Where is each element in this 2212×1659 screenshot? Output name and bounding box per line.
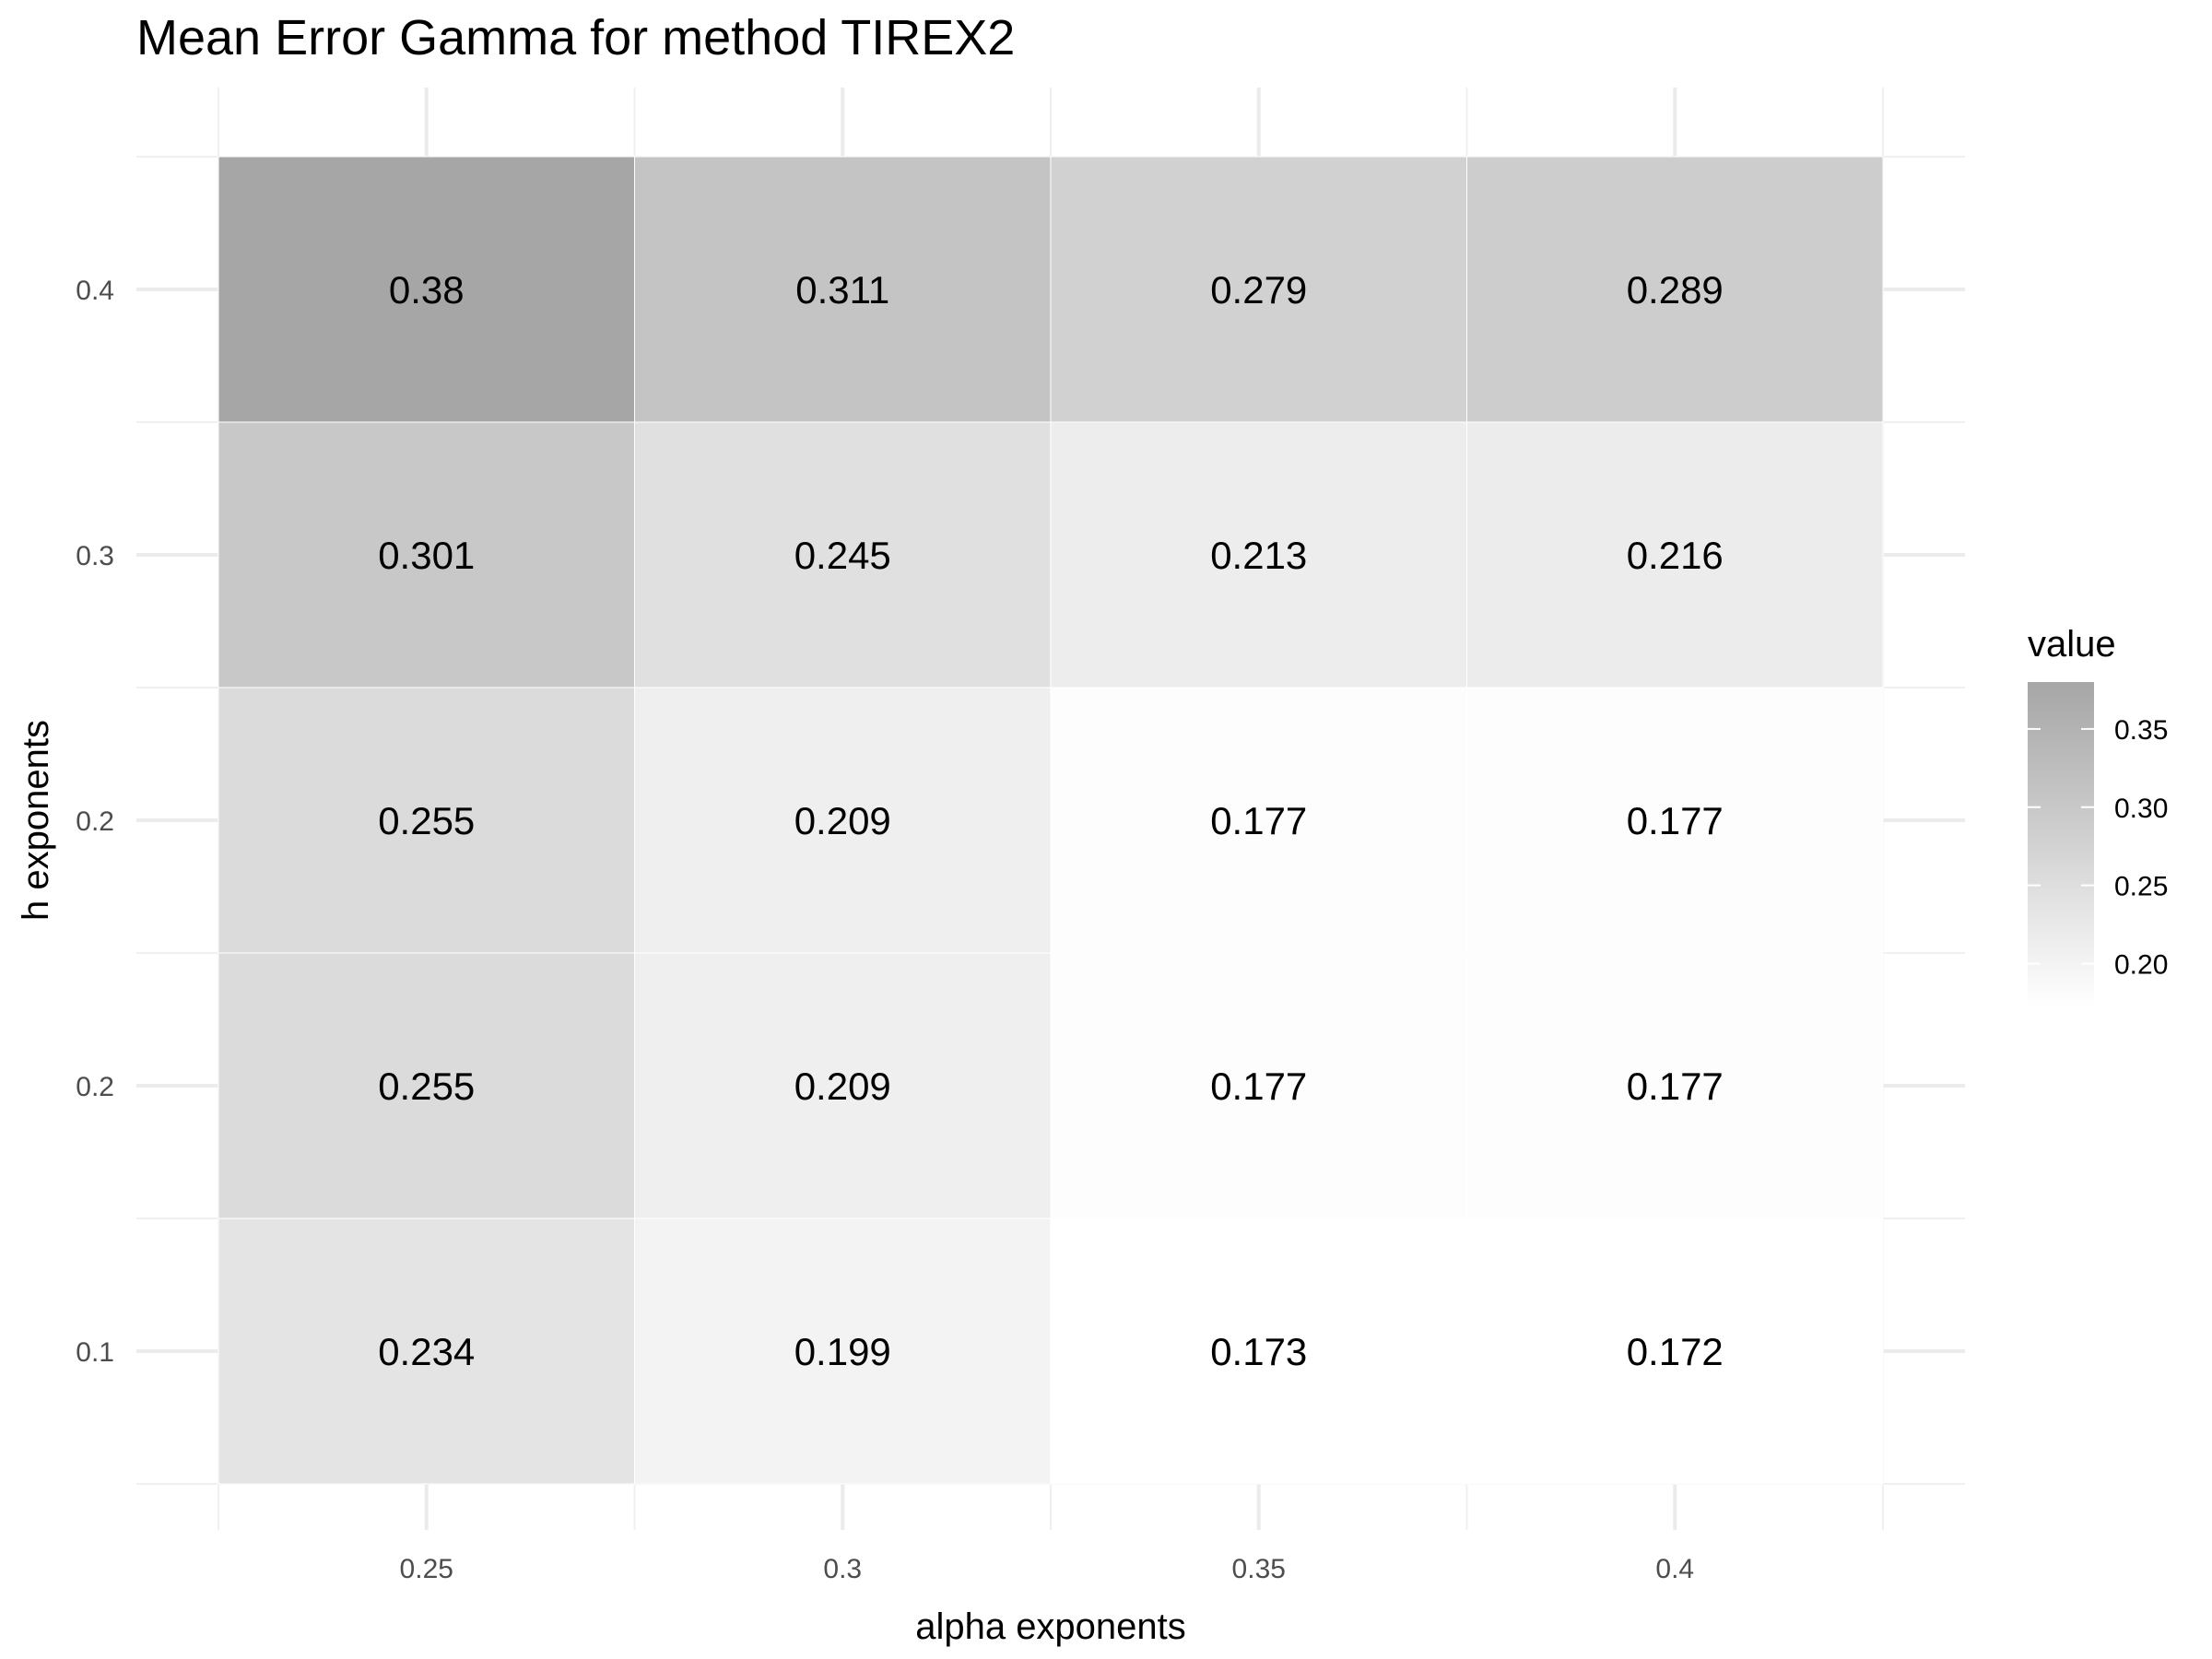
cell-value-label: 0.301 <box>378 534 475 577</box>
cell-value-label: 0.255 <box>378 799 475 842</box>
cell-value-label: 0.209 <box>794 799 891 842</box>
chart-title: Mean Error Gamma for method TIREX2 <box>136 10 1016 65</box>
heatmap-cell <box>218 952 635 1219</box>
legend-title: value <box>2028 624 2116 665</box>
legend-tick-label: 0.35 <box>2114 715 2168 746</box>
cell-value-label: 0.172 <box>1627 1330 1724 1373</box>
cell-value-label: 0.177 <box>1210 799 1307 842</box>
cell-value-label: 0.199 <box>794 1330 891 1373</box>
heatmap-cell <box>1050 156 1467 423</box>
cell-value-label: 0.38 <box>389 268 465 312</box>
heatmap-cell <box>1466 952 1884 1219</box>
cell-value-label: 0.311 <box>795 268 889 312</box>
heatmap-cell <box>1050 1218 1467 1485</box>
heatmap-cell <box>218 687 635 954</box>
cell-value-label: 0.255 <box>378 1065 475 1108</box>
legend-tick-label: 0.30 <box>2114 794 2168 824</box>
x-axis-title: alpha exponents <box>915 1606 1186 1647</box>
cell-value-label: 0.213 <box>1210 534 1307 577</box>
y-tick-label: 0.2 <box>76 1072 114 1102</box>
y-axis-title: h exponents <box>16 720 56 921</box>
heatmap-cell <box>1466 1218 1884 1485</box>
heatmap-cell <box>634 952 1052 1219</box>
y-tick-label: 0.1 <box>76 1337 114 1368</box>
y-tick-label: 0.4 <box>76 276 114 306</box>
heatmap-cell <box>634 687 1052 954</box>
cell-value-label: 0.177 <box>1210 1065 1307 1108</box>
heatmap-cell <box>634 421 1052 688</box>
heatmap-cell <box>634 1218 1052 1485</box>
cell-value-label: 0.234 <box>378 1330 475 1373</box>
y-tick-label: 0.2 <box>76 806 114 837</box>
cell-value-label: 0.245 <box>794 534 891 577</box>
heatmap-cell <box>1050 952 1467 1219</box>
cell-value-label: 0.173 <box>1210 1330 1307 1373</box>
cell-value-label: 0.289 <box>1627 268 1724 312</box>
legend-tick-label: 0.25 <box>2114 872 2168 902</box>
heatmap-cell <box>1466 421 1884 688</box>
legend-colorbar <box>2028 682 2094 1007</box>
legend-tick-label: 0.20 <box>2114 949 2168 980</box>
cell-value-label: 0.177 <box>1627 1065 1724 1108</box>
cell-value-label: 0.209 <box>794 1065 891 1108</box>
cell-value-label: 0.177 <box>1627 799 1724 842</box>
x-tick-label: 0.3 <box>823 1554 862 1584</box>
heatmap-cell <box>634 156 1052 423</box>
heatmap-cell <box>218 1218 635 1485</box>
x-tick-label: 0.4 <box>1655 1554 1694 1584</box>
x-tick-label: 0.25 <box>400 1554 453 1584</box>
y-tick-label: 0.3 <box>76 541 114 571</box>
heatmap-cell <box>1050 421 1467 688</box>
heatmap-cell <box>1466 156 1884 423</box>
cell-value-label: 0.216 <box>1627 534 1724 577</box>
cell-value-label: 0.279 <box>1210 268 1307 312</box>
heatmap-cell <box>218 156 635 423</box>
heatmap-cell <box>218 421 635 688</box>
x-tick-label: 0.35 <box>1232 1554 1286 1584</box>
